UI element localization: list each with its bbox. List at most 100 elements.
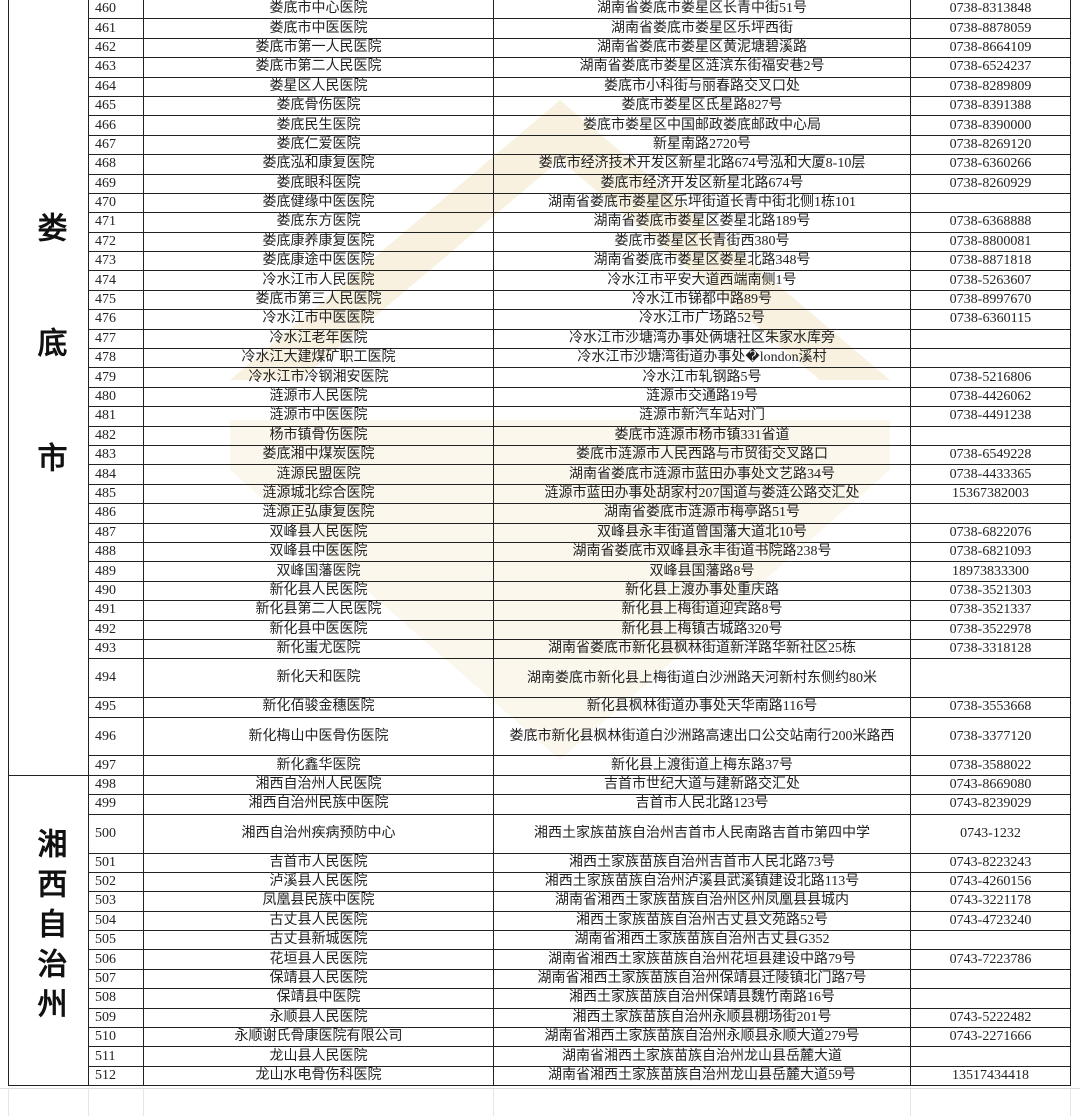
hospital-address: 吉首市人民北路123号 bbox=[493, 794, 911, 815]
row-number: 480 bbox=[88, 386, 144, 408]
hospital-name: 新化县人民医院 bbox=[143, 580, 494, 602]
region-label: 湘西自治州 bbox=[32, 827, 66, 1028]
row-number: 471 bbox=[88, 212, 144, 233]
hospital-address: 新化县枫林街道办事处天华南路116号 bbox=[493, 697, 911, 718]
hospital-phone: 0738-8289809 bbox=[910, 76, 1071, 97]
hospital-address: 新化县上梅镇古城路320号 bbox=[493, 619, 911, 640]
table-row: 477 冷水江老年医院 冷水江市沙塘湾办事处俩塘社区朱家水库旁 bbox=[9, 328, 1071, 350]
hospital-phone: 0738-8391388 bbox=[910, 95, 1071, 117]
hospital-name: 冷水江市人民医院 bbox=[143, 270, 494, 291]
hospital-phone: 0738-4426062 bbox=[910, 386, 1071, 408]
region-label: 娄底市 bbox=[32, 211, 66, 557]
row-number: 461 bbox=[88, 18, 144, 39]
row-number: 512 bbox=[88, 1065, 144, 1087]
row-number: 476 bbox=[88, 309, 144, 330]
hospital-name: 龙山县人民医院 bbox=[143, 1046, 494, 1067]
table-row: 495 新化佰骏金穗医院 新化县枫林街道办事处天华南路116号 0738-355366… bbox=[9, 697, 1071, 718]
table-row: 493 新化蚩尤医院 湖南省娄底市新化县枫林街道新洋路华新社区25栋 0738-331… bbox=[9, 638, 1071, 660]
table-row: 468 娄底泓和康复医院 娄底市经济技术开发区新星北路674号泓和大厦8-10层 07… bbox=[9, 154, 1071, 175]
hospital-phone bbox=[910, 348, 1071, 369]
row-number: 508 bbox=[88, 988, 144, 1009]
hospital-phone: 0738-8269120 bbox=[910, 134, 1071, 156]
hospital-phone: 0743-4723240 bbox=[910, 910, 1071, 932]
hospital-address: 冷水江市沙塘湾办事处俩塘社区朱家水库旁 bbox=[493, 328, 911, 350]
table-row: 496 新化梅山中医骨伤医院 娄底市新化县枫林街道白沙洲路高速出口公交站南行200米… bbox=[9, 716, 1071, 757]
hospital-phone: 0738-3522978 bbox=[910, 619, 1071, 640]
hospital-address: 娄底市涟源市杨市镇331省道 bbox=[493, 425, 911, 446]
table-row: 464 娄星区人民医院 娄底市小科街与丽春路交叉口处 0738-8289809 bbox=[9, 76, 1071, 97]
hospital-phone: 0738-8997670 bbox=[910, 289, 1071, 311]
hospital-address: 湖南省娄底市涟源市蓝田办事处文艺路34号 bbox=[493, 464, 911, 485]
hospital-name: 双峰县人民医院 bbox=[143, 522, 494, 543]
hospital-address: 湘西土家族苗族自治州古丈县文苑路52号 bbox=[493, 910, 911, 932]
table-row: 478 冷水江大建煤矿职工医院 冷水江市沙塘湾街道办事处�london溪村 bbox=[9, 348, 1071, 369]
table-row: 505 古丈县新城医院 湖南省湘西土家族苗族自治州古丈县G352 bbox=[9, 930, 1071, 951]
hospital-phone: 0738-3553668 bbox=[910, 697, 1071, 718]
hospital-address: 娄底市经济开发区新星北路674号 bbox=[493, 173, 911, 194]
hospital-address: 湖南省湘西土家族苗族自治州龙山县岳麓大道59号 bbox=[493, 1065, 911, 1087]
hospital-phone: 0738-4433365 bbox=[910, 464, 1071, 485]
hospital-name: 冷水江老年医院 bbox=[143, 328, 494, 350]
hospital-name: 涟源正弘康复医院 bbox=[143, 503, 494, 524]
hospital-address: 湖南省湘西土家族苗族自治州古丈县G352 bbox=[493, 930, 911, 951]
table-row: 487 双峰县人民医院 双峰县永丰街道曾国藩大道北10号 0738-6822076 bbox=[9, 522, 1071, 543]
empty-spreadsheet-row bbox=[0, 1088, 1080, 1116]
hospital-name: 吉首市人民医院 bbox=[143, 852, 494, 873]
row-number: 495 bbox=[88, 697, 144, 718]
hospital-name: 泸溪县人民医院 bbox=[143, 871, 494, 893]
hospital-name: 娄星区人民医院 bbox=[143, 76, 494, 97]
hospital-address: 湖南省娄底市娄星区乐坪西街 bbox=[493, 18, 911, 39]
table-row: 474 冷水江市人民医院 冷水江市平安大道西端南侧1号 0738-5263607 bbox=[9, 270, 1071, 291]
hospital-name: 娄底市中医医院 bbox=[143, 18, 494, 39]
hospital-address: 冷水江市沙塘湾街道办事处�london溪村 bbox=[493, 348, 911, 369]
table-row: 476 冷水江市中医医院 冷水江市广场路52号 0738-6360115 bbox=[9, 309, 1071, 330]
row-number: 496 bbox=[88, 716, 144, 757]
row-number: 481 bbox=[88, 406, 144, 427]
table-row: 490 新化县人民医院 新化县上渡办事处重庆路 0738-3521303 bbox=[9, 580, 1071, 602]
hospital-name: 娄底骨伤医院 bbox=[143, 95, 494, 117]
row-number: 497 bbox=[88, 755, 144, 776]
table-row: 465 娄底骨伤医院 娄底市娄星区氐星路827号 0738-8391388 bbox=[9, 95, 1071, 117]
row-number: 467 bbox=[88, 134, 144, 156]
hospital-address: 娄底市经济技术开发区新星北路674号泓和大厦8-10层 bbox=[493, 154, 911, 175]
row-number: 491 bbox=[88, 600, 144, 621]
hospital-phone: 0738-5263607 bbox=[910, 270, 1071, 291]
row-number: 489 bbox=[88, 561, 144, 582]
table-row: 488 双峰县中医医院 湖南省娄底市双峰县永丰街道书院路238号 0738-68210… bbox=[9, 541, 1071, 563]
hospital-phone: 0738-6822076 bbox=[910, 522, 1071, 543]
hospital-phone: 0738-6549228 bbox=[910, 444, 1071, 466]
row-number: 488 bbox=[88, 541, 144, 563]
hospital-phone bbox=[910, 1046, 1071, 1067]
hospital-phone: 0738-3521303 bbox=[910, 580, 1071, 602]
hospital-name: 古丈县新城医院 bbox=[143, 930, 494, 951]
row-number: 472 bbox=[88, 231, 144, 253]
hospital-phone bbox=[910, 192, 1071, 214]
hospital-phone: 0738-8664109 bbox=[910, 37, 1071, 59]
hospital-phone: 13517434418 bbox=[910, 1065, 1071, 1087]
table-row: 湘西自治州 498 湘西自治州人民医院 吉首市世纪大道与建新路交汇处 0743-8669… bbox=[8, 774, 1071, 1087]
hospital-phone: 0738-5216806 bbox=[910, 367, 1071, 388]
hospital-phone: 0738-3377120 bbox=[910, 716, 1071, 757]
table-row: 475 娄底市第三人民医院 冷水江市锑都中路89号 0738-8997670 bbox=[9, 289, 1071, 311]
table-row: 502 泸溪县人民医院 湘西土家族苗族自治州泸溪县武溪镇建设北路113号 0743-4… bbox=[9, 871, 1071, 893]
hospital-address: 冷水江市平安大道西端南侧1号 bbox=[493, 270, 911, 291]
hospital-phone: 0738-3521337 bbox=[910, 600, 1071, 621]
hospital-address: 湖南省娄底市娄星区涟滨东街福安巷2号 bbox=[493, 57, 911, 78]
hospital-phone: 0743-8239029 bbox=[910, 794, 1071, 815]
hospital-phone bbox=[910, 658, 1071, 699]
hospital-address: 冷水江市广场路52号 bbox=[493, 309, 911, 330]
hospital-name: 花垣县人民医院 bbox=[143, 949, 494, 970]
table-row: 486 涟源正弘康复医院 湖南省娄底市涟源市梅亭路51号 bbox=[9, 503, 1071, 524]
hospital-address: 湘西土家族苗族自治州吉首市人民南路吉首市第四中学 bbox=[493, 813, 911, 854]
table-row: 512 龙山水电骨伤科医院 湖南省湘西土家族苗族自治州龙山县岳麓大道59号 13517… bbox=[9, 1065, 1071, 1087]
hospital-name: 娄底市中心医院 bbox=[143, 0, 494, 20]
hospital-name: 娄底康途中医医院 bbox=[143, 251, 494, 272]
hospital-phone: 0743-4260156 bbox=[910, 871, 1071, 893]
hospital-name: 保靖县人民医院 bbox=[143, 968, 494, 990]
hospital-name: 新化鑫华医院 bbox=[143, 755, 494, 776]
hospital-address: 涟源市蓝田办事处胡家村207国道与娄涟公路交汇处 bbox=[493, 483, 911, 505]
hospital-phone bbox=[910, 968, 1071, 990]
table-row: 479 冷水江市冷钢湘安医院 冷水江市轧钢路5号 0738-5216806 bbox=[9, 367, 1071, 388]
row-number: 463 bbox=[88, 57, 144, 78]
hospital-phone: 0738-8390000 bbox=[910, 115, 1071, 136]
